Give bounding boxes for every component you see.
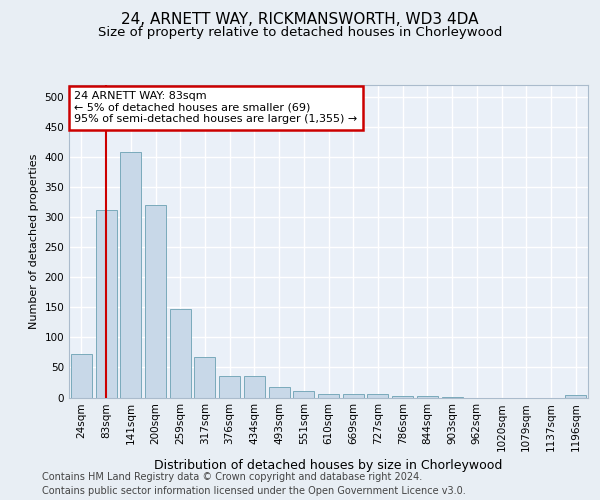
Bar [244, 376, 265, 398]
Text: Contains HM Land Registry data © Crown copyright and database right 2024.: Contains HM Land Registry data © Crown c… [42, 472, 422, 482]
Bar [120, 152, 141, 398]
Text: 24, ARNETT WAY, RICKMANSWORTH, WD3 4DA: 24, ARNETT WAY, RICKMANSWORTH, WD3 4DA [121, 12, 479, 28]
Bar [71, 354, 92, 398]
Bar [170, 309, 191, 398]
Bar [219, 376, 240, 398]
Y-axis label: Number of detached properties: Number of detached properties [29, 154, 39, 329]
Bar [318, 394, 339, 398]
Bar [442, 397, 463, 398]
Bar [343, 394, 364, 398]
Text: Contains public sector information licensed under the Open Government Licence v3: Contains public sector information licen… [42, 486, 466, 496]
Bar [95, 210, 116, 398]
Text: Size of property relative to detached houses in Chorleywood: Size of property relative to detached ho… [98, 26, 502, 39]
Bar [145, 205, 166, 398]
Bar [367, 394, 388, 398]
Bar [293, 391, 314, 398]
Bar [392, 396, 413, 398]
Bar [417, 396, 438, 398]
Bar [194, 356, 215, 398]
X-axis label: Distribution of detached houses by size in Chorleywood: Distribution of detached houses by size … [154, 460, 503, 472]
Bar [565, 395, 586, 398]
Bar [269, 386, 290, 398]
Text: 24 ARNETT WAY: 83sqm
← 5% of detached houses are smaller (69)
95% of semi-detach: 24 ARNETT WAY: 83sqm ← 5% of detached ho… [74, 91, 358, 124]
